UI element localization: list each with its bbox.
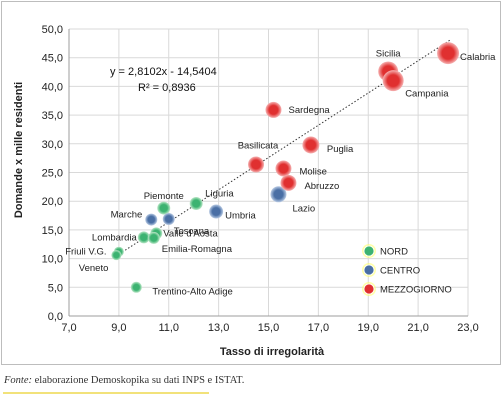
source-highlight <box>3 392 209 394</box>
chart-frame: 0,0 5,0 10,0 15,0 20,0 25,0 30,0 35,0 40,0 45,0 50… <box>1 1 501 365</box>
point-label-trentino-alto-adige: Trentino-Alto Adige <box>152 286 232 297</box>
x-tick-label: 21,0 <box>407 322 428 334</box>
y-tick-label: 50,0 <box>42 24 63 36</box>
point-label-abruzzo: Abruzzo <box>304 181 339 192</box>
point-trentino-alto-adige[interactable] <box>130 281 142 293</box>
point-label-marche: Marche <box>111 210 143 221</box>
x-tick-label: 13,0 <box>208 322 229 334</box>
point-marche[interactable] <box>145 213 158 226</box>
legend-label-centro: CENTRO <box>380 266 420 277</box>
trendline-r2: R² = 0,8936 <box>138 82 196 94</box>
y-axis-title: Domande x mille residenti <box>13 82 25 218</box>
point-puglia[interactable] <box>302 136 320 154</box>
point-piemonte[interactable] <box>157 201 171 215</box>
y-tick-label: 15,0 <box>42 225 63 237</box>
legend-label-mezzogiorno: MEZZOGIORNO <box>380 285 452 296</box>
y-tick-label: 10,0 <box>42 254 63 266</box>
point-label-veneto: Veneto <box>79 263 109 274</box>
y-tick-label: 0,0 <box>48 311 63 323</box>
y-tick-label: 5,0 <box>48 282 63 294</box>
y-tick-label: 35,0 <box>42 110 63 122</box>
y-tick-label: 40,0 <box>42 81 63 93</box>
y-tick-label: 30,0 <box>42 139 63 151</box>
source-label: Fonte: <box>4 375 32 386</box>
point-lombardia[interactable] <box>137 231 150 244</box>
point-molise[interactable] <box>275 160 292 177</box>
point-label-sardegna: Sardegna <box>288 105 330 116</box>
trendline-equation: y = 2,8102x - 14,5404 <box>110 66 217 78</box>
point-label-calabria: Calabria <box>460 52 496 63</box>
source-text: elaborazione Demoskopika su dati INPS e … <box>32 375 245 386</box>
point-label-friuli-v-g: Friuli V.G. <box>65 247 106 258</box>
point-liguria[interactable] <box>189 196 203 210</box>
point-lazio[interactable] <box>270 186 287 203</box>
point-label-emilia-romagna: Emilia-Romagna <box>162 244 233 255</box>
scatter-chart: 0,0 5,0 10,0 15,0 20,0 25,0 30,0 35,0 40,0 45,0 50… <box>13 24 496 358</box>
point-emilia-romagna[interactable] <box>147 231 160 244</box>
point-label-toscana: Toscana <box>174 226 210 237</box>
point-label-campania: Campania <box>405 89 449 100</box>
point-basilicata[interactable] <box>248 156 265 173</box>
x-tick-label: 11,0 <box>158 322 179 334</box>
point-toscana[interactable] <box>162 212 175 225</box>
point-campania[interactable] <box>382 70 404 92</box>
legend-marker-nord <box>363 245 375 257</box>
point-sardegna[interactable] <box>265 101 282 118</box>
legend-marker-mezzogiorno <box>363 283 375 295</box>
legend-marker-centro <box>363 264 375 276</box>
point-label-puglia: Puglia <box>327 144 354 155</box>
point-label-lombardia: Lombardia <box>92 232 138 243</box>
point-label-basilicata: Basilicata <box>238 140 279 151</box>
point-label-lazio: Lazio <box>292 203 315 214</box>
point-label-valle-d-aosta: Valle d'Aosta <box>163 228 218 239</box>
x-axis-title: Tasso di irregolarità <box>220 346 325 358</box>
point-veneto[interactable] <box>111 250 122 261</box>
y-tick-label: 20,0 <box>42 196 63 208</box>
point-label-molise: Molise <box>299 166 326 177</box>
point-label-umbria: Umbria <box>225 211 256 222</box>
legend-label-nord: NORD <box>380 247 408 258</box>
source-note: Fonte: elaborazione Demoskopika su dati … <box>4 375 244 386</box>
x-tick-label: 7,0 <box>61 322 76 334</box>
point-label-sicilia: Sicilia <box>376 48 402 59</box>
x-tick-label: 23,0 <box>457 322 478 334</box>
point-calabria[interactable] <box>437 42 460 65</box>
point-umbria[interactable] <box>209 204 224 219</box>
y-tick-label: 45,0 <box>42 53 63 65</box>
point-label-piemonte: Piemonte <box>144 191 184 202</box>
y-tick-label: 25,0 <box>42 168 63 180</box>
point-label-liguria: Liguria <box>205 188 234 199</box>
point-abruzzo[interactable] <box>280 174 297 191</box>
x-tick-label: 17,0 <box>308 322 329 334</box>
x-tick-label: 9,0 <box>111 322 126 334</box>
x-tick-label: 19,0 <box>358 322 379 334</box>
x-tick-label: 15,0 <box>258 322 279 334</box>
